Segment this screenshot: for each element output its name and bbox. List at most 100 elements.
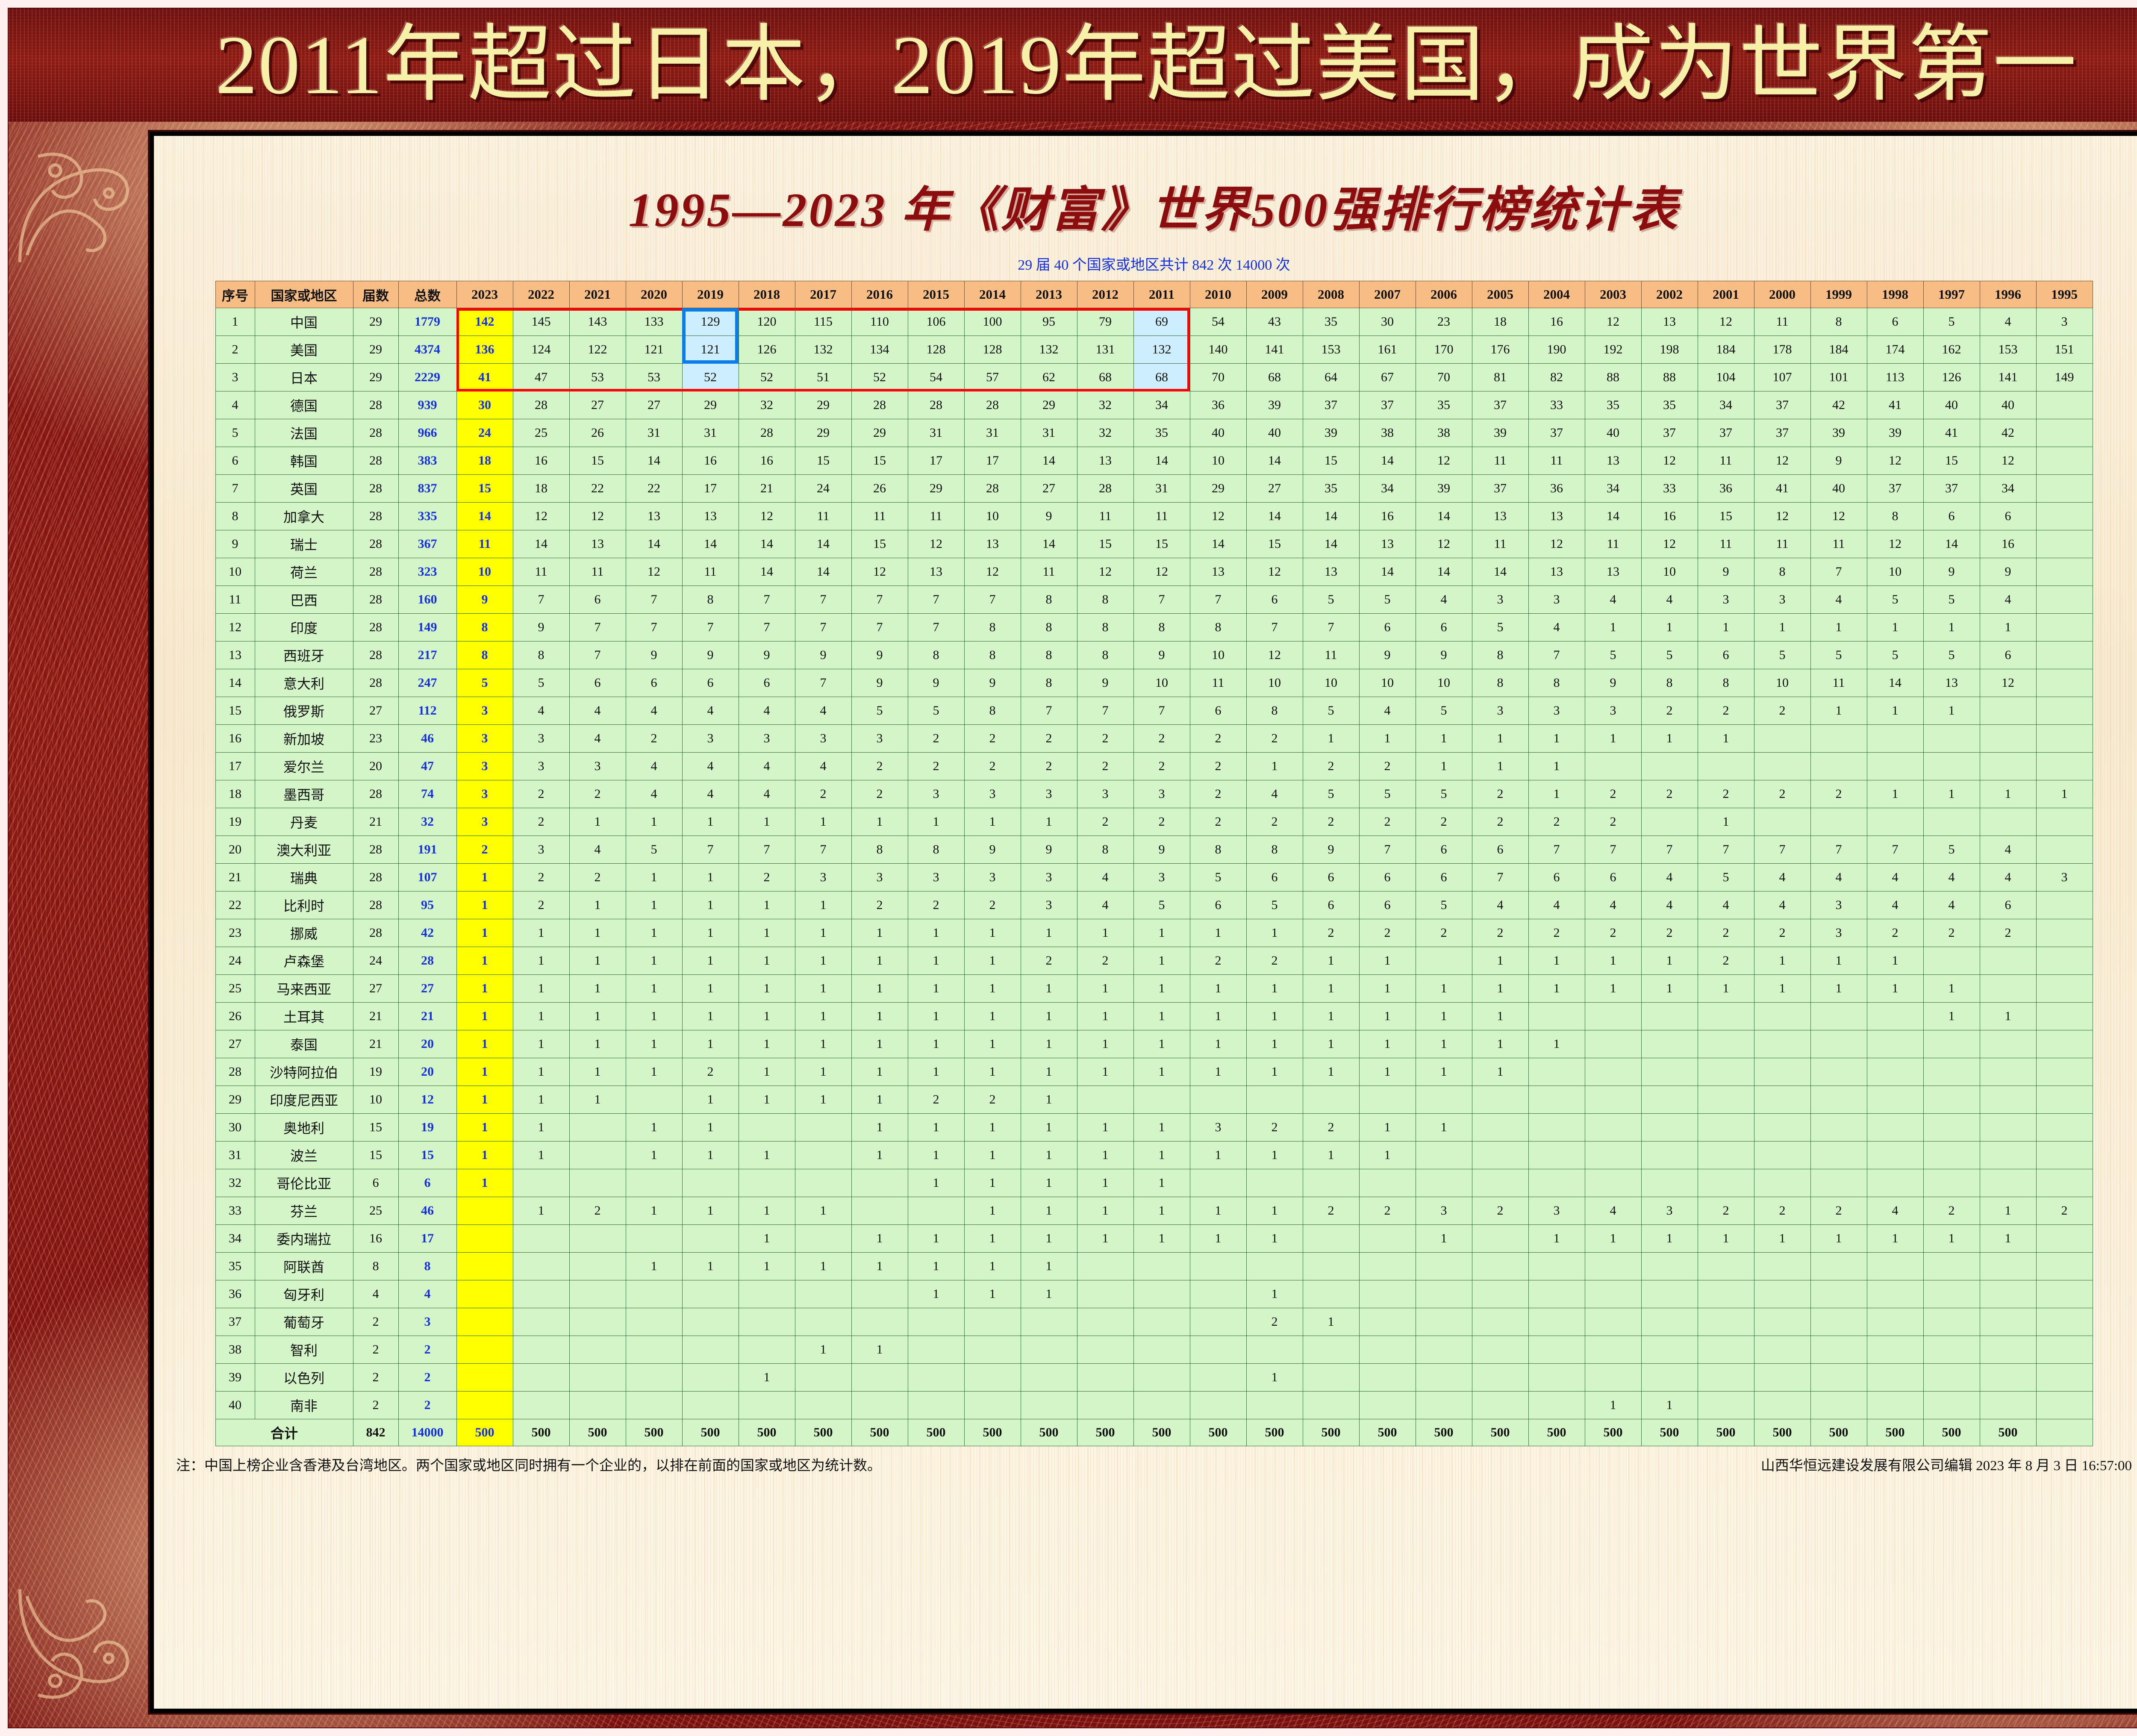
year-cell-2006: 1 <box>1415 1113 1472 1142</box>
year-cell-2018: 21 <box>738 474 795 503</box>
year-cell-2020: 1 <box>625 1058 683 1086</box>
row-index: 31 <box>215 1141 255 1169</box>
year-cell-2008: 2 <box>1302 919 1360 947</box>
total-count: 19 <box>398 1113 457 1142</box>
year-cell-2007: 1 <box>1359 1002 1416 1030</box>
year-cell-2000 <box>1754 1363 1811 1392</box>
country-name: 委内瑞拉 <box>254 1224 353 1253</box>
year-cell-2009: 2 <box>1246 724 1303 753</box>
year-cell-2009 <box>1246 1252 1303 1280</box>
year-cell-2014: 1 <box>964 1002 1021 1030</box>
year-cell-2014: 28 <box>964 474 1021 503</box>
summary-year-2019: 500 <box>682 1419 739 1446</box>
year-cell-2013: 3 <box>1020 863 1077 892</box>
year-cell-2002 <box>1641 808 1698 836</box>
year-cell-2013: 1 <box>1020 974 1077 1003</box>
year-cell-1996 <box>1979 1391 2037 1419</box>
country-name: 爱尔兰 <box>254 752 353 780</box>
year-cell-2023 <box>456 1363 513 1392</box>
year-cell-2005 <box>1472 1308 1529 1336</box>
year-cell-2011: 14 <box>1133 447 1190 475</box>
year-cell-2002 <box>1641 1336 1698 1364</box>
year-cell-2004 <box>1528 1002 1585 1030</box>
year-cell-2000: 2 <box>1754 697 1811 725</box>
year-cell-2013: 31 <box>1020 419 1077 447</box>
year-cell-1995 <box>2036 1336 2093 1364</box>
table-subtitle: 29 届 40 个国家或地区共计 842 次 14000 次 <box>1018 257 1290 273</box>
year-cell-2008: 1 <box>1302 724 1360 753</box>
country-name: 瑞士 <box>254 530 353 558</box>
year-cell-2011: 1 <box>1133 1141 1190 1169</box>
year-cell-1998: 2 <box>1866 919 1924 947</box>
corner-ornament-top-left <box>18 153 129 262</box>
year-cell-2014: 1 <box>964 1252 1021 1280</box>
year-cell-2020: 13 <box>625 502 683 530</box>
year-cell-2007: 13 <box>1359 530 1416 558</box>
year-cell-2000: 12 <box>1754 502 1811 530</box>
year-cell-2009 <box>1246 1169 1303 1197</box>
sessions-count: 29 <box>353 308 399 336</box>
year-cell-2010 <box>1189 1086 1247 1114</box>
year-cell-1998: 1 <box>1866 697 1924 725</box>
year-cell-1998 <box>1866 808 1924 836</box>
year-cell-1996 <box>1979 1141 2037 1169</box>
col-header-2010: 2010 <box>1189 281 1247 308</box>
year-cell-1999: 1 <box>1810 974 1867 1003</box>
year-cell-1995 <box>2036 891 2093 919</box>
year-cell-1999: 4 <box>1810 863 1867 892</box>
year-cell-2021: 1 <box>569 1030 626 1058</box>
total-count: 47 <box>398 752 457 780</box>
year-cell-1998: 41 <box>1866 391 1924 419</box>
year-cell-2010: 54 <box>1189 308 1247 336</box>
year-cell-2007 <box>1359 1086 1416 1114</box>
year-cell-1995 <box>2036 1224 2093 1253</box>
year-cell-2021: 2 <box>569 1197 626 1225</box>
year-cell-2002: 1 <box>1641 1224 1698 1253</box>
year-cell-2016: 5 <box>851 697 908 725</box>
col-header-2011: 2011 <box>1133 281 1190 308</box>
year-cell-2014: 31 <box>964 419 1021 447</box>
year-cell-2013: 8 <box>1020 613 1077 641</box>
year-cell-2023: 24 <box>456 419 513 447</box>
year-cell-2022: 1 <box>512 1058 570 1086</box>
total-count: 107 <box>398 863 457 892</box>
year-cell-2011 <box>1133 1308 1190 1336</box>
year-cell-2001: 11 <box>1697 447 1754 475</box>
col-header-2016: 2016 <box>851 281 908 308</box>
year-cell-2021: 1 <box>569 947 626 975</box>
year-cell-2012: 1 <box>1077 1058 1134 1086</box>
total-count: 17 <box>398 1224 457 1253</box>
country-name: 波兰 <box>254 1141 353 1169</box>
year-cell-2015: 1 <box>907 808 965 836</box>
year-cell-2004 <box>1528 1058 1585 1086</box>
year-cell-2000 <box>1754 1058 1811 1086</box>
year-cell-2013: 62 <box>1020 363 1077 391</box>
year-cell-2009: 1 <box>1246 919 1303 947</box>
total-count: 6 <box>398 1169 457 1197</box>
year-cell-2023 <box>456 1280 513 1308</box>
year-cell-1995 <box>2036 1363 2093 1392</box>
year-cell-2007: 14 <box>1359 447 1416 475</box>
year-cell-2017 <box>795 1169 852 1197</box>
year-cell-2022: 18 <box>512 474 570 503</box>
year-cell-2006: 70 <box>1415 363 1472 391</box>
summary-row: 合计 842 14000 500 500 500 500 500 500 500 500 500 500… <box>215 1419 2093 1446</box>
year-cell-2001: 5 <box>1697 863 1754 892</box>
year-cell-2011: 3 <box>1133 863 1190 892</box>
year-cell-2003: 6 <box>1584 863 1642 892</box>
year-cell-2017: 1 <box>795 808 852 836</box>
year-cell-2003: 1 <box>1584 974 1642 1003</box>
year-cell-2002 <box>1641 1252 1698 1280</box>
year-cell-1997: 5 <box>1923 308 1980 336</box>
col-header-country: 国家或地区 <box>254 281 353 308</box>
year-cell-2008 <box>1302 1169 1360 1197</box>
year-cell-2005: 37 <box>1472 474 1529 503</box>
row-index: 9 <box>215 530 255 558</box>
year-cell-2009 <box>1246 1391 1303 1419</box>
year-cell-2023 <box>456 1391 513 1419</box>
year-cell-2022: 1 <box>512 947 570 975</box>
year-cell-2012 <box>1077 1336 1134 1364</box>
year-cell-2016 <box>851 1197 908 1225</box>
year-cell-1997: 2 <box>1923 919 1980 947</box>
year-cell-2020: 1 <box>625 891 683 919</box>
